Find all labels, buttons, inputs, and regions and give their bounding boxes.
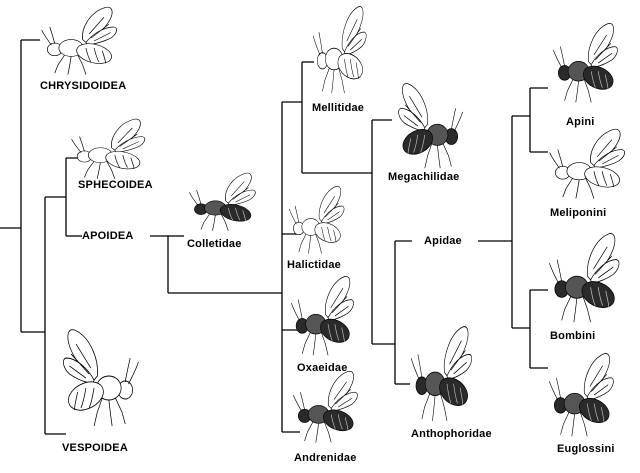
label-mellitidae: Mellitidae — [312, 102, 365, 114]
label-megachilidae: Megachilidae — [388, 171, 460, 183]
andrenidae-bee-illustration — [293, 370, 358, 443]
halictidae-bee-illustration — [288, 185, 345, 254]
label-chrysidoidea: CHRYSIDOIDEA — [40, 80, 127, 92]
euglossini-bee-illustration — [549, 353, 614, 437]
meliponini-bee-illustration — [549, 128, 626, 199]
label-apoidea: APOIDEA — [82, 230, 134, 242]
colletidae-bee-illustration — [189, 172, 256, 231]
label-andrenidae: Andrenidae — [294, 452, 357, 464]
label-oxaeidae: Oxaeidae — [297, 362, 348, 374]
apini-bee-illustration — [553, 23, 618, 103]
anthophoridae-bee-illustration — [411, 326, 472, 422]
chrysidoidea-wasp-illustration — [41, 6, 118, 75]
label-apidae: Apidae — [424, 235, 462, 247]
vespoidea-wasp-illustration — [62, 329, 139, 427]
label-colletidae: Colletidae — [187, 238, 242, 250]
sphecoidea-wasp-illustration — [71, 118, 146, 179]
bombini-bee-illustration — [549, 233, 620, 323]
label-halictidae: Halictidae — [287, 259, 341, 271]
mellitidae-bee-illustration — [312, 6, 367, 94]
label-euglossini: Euglossini — [557, 443, 615, 455]
label-apini: Apini — [566, 116, 595, 128]
megachilidae-bee-illustration — [398, 83, 463, 169]
label-sphecoidea: SPHECOIDEA — [78, 179, 153, 191]
oxaeidae-bee-illustration — [291, 276, 354, 356]
label-meliponini: Meliponini — [550, 207, 607, 219]
label-anthophoridae: Anthophoridae — [411, 428, 492, 440]
label-vespoidea: VESPOIDEA — [62, 442, 128, 454]
label-bombini: Bombini — [550, 330, 596, 342]
